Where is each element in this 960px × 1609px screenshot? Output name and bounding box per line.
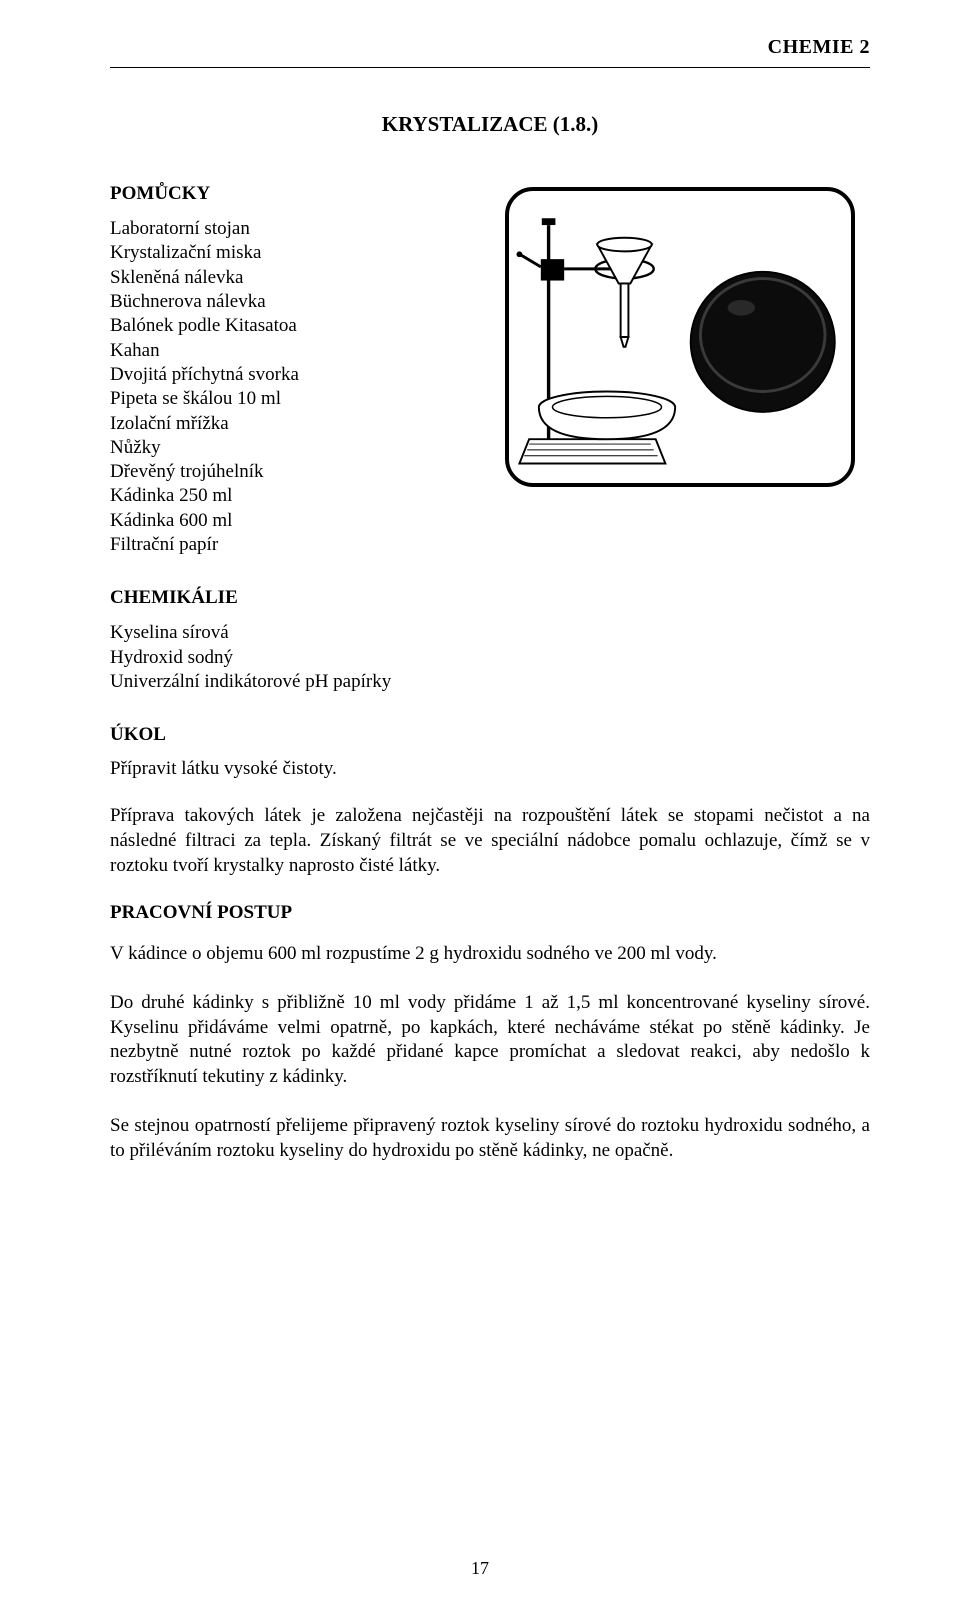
list-item: Pipeta se škálou 10 ml	[110, 387, 490, 411]
list-item: Büchnerova nálevka	[110, 290, 490, 314]
header-label: CHEMIE 2	[768, 36, 870, 59]
header-rule: CHEMIE 2	[110, 36, 870, 68]
postup-p3: Se stejnou opatrností přelijeme připrave…	[110, 1114, 870, 1163]
list-item: Kádinka 600 ml	[110, 509, 490, 533]
list-item: Kahan	[110, 339, 490, 363]
ukol-paragraph: Příprava takových látek je založena nejč…	[110, 804, 870, 878]
ukol-heading: ÚKOL	[110, 724, 870, 746]
list-item: Univerzální indikátorové pH papírky	[110, 670, 490, 694]
postup-p1: V kádince o objemu 600 ml rozpustíme 2 g…	[110, 942, 870, 967]
list-item: Balónek podle Kitasatoa	[110, 314, 490, 338]
chemikalie-heading: CHEMIKÁLIE	[110, 587, 490, 609]
postup-p2: Do druhé kádinky s přibližně 10 ml vody …	[110, 991, 870, 1090]
list-item: Hydroxid sodný	[110, 646, 490, 670]
list-item: Skleněná nálevka	[110, 266, 490, 290]
list-item: Kádinka 250 ml	[110, 484, 490, 508]
list-item: Izolační mřížka	[110, 412, 490, 436]
list-item: Nůžky	[110, 436, 490, 460]
page-title: KRYSTALIZACE (1.8.)	[110, 112, 870, 137]
list-item: Filtrační papír	[110, 533, 490, 557]
list-item: Dřevěný trojúhelník	[110, 460, 490, 484]
list-item: Laboratorní stojan	[110, 217, 490, 241]
page-number: 17	[0, 1558, 960, 1579]
list-item: Dvojitá příchytná svorka	[110, 363, 490, 387]
apparatus-illustration	[505, 187, 855, 487]
list-item: Kyselina sírová	[110, 621, 490, 645]
chemikalie-list: Kyselina sírová Hydroxid sodný Univerzál…	[110, 621, 490, 694]
pomucky-heading: POMŮCKY	[110, 183, 490, 205]
list-item: Krystalizační miska	[110, 241, 490, 265]
postup-heading: PRACOVNÍ POSTUP	[110, 902, 870, 924]
ukol-line: Přípravit látku vysoké čistoty.	[110, 758, 870, 780]
pomucky-list: Laboratorní stojan Krystalizační miska S…	[110, 217, 490, 557]
